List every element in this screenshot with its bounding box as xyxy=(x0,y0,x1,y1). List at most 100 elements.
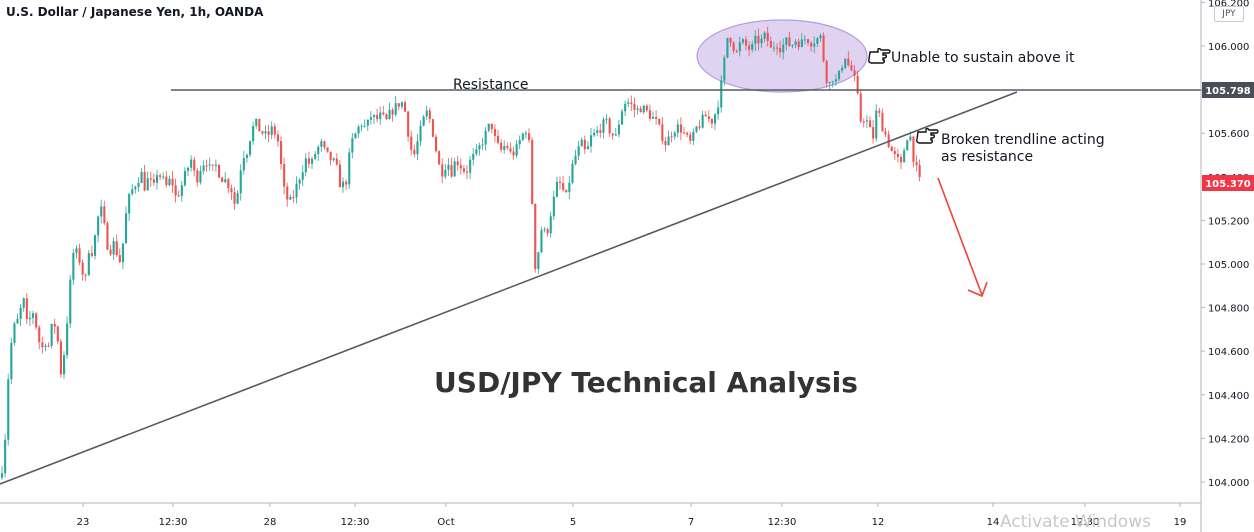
candle xyxy=(757,35,760,44)
candle xyxy=(397,103,400,107)
candle xyxy=(202,165,205,171)
candle xyxy=(35,313,38,328)
y-tick-label: 104.200 xyxy=(1208,434,1249,445)
candle xyxy=(332,158,335,161)
candle xyxy=(769,40,772,48)
candle xyxy=(534,203,537,270)
candle xyxy=(865,120,868,122)
candle xyxy=(301,172,304,180)
candle xyxy=(441,164,444,177)
candle xyxy=(593,132,596,136)
candle xyxy=(803,39,806,41)
candle xyxy=(611,133,614,136)
resistance-price-label: 105.798 xyxy=(1202,82,1254,98)
candle xyxy=(109,249,112,255)
candle xyxy=(555,181,558,197)
candle xyxy=(766,32,769,41)
currency-badge[interactable]: JPY xyxy=(1214,6,1244,22)
candle xyxy=(807,39,810,43)
candle xyxy=(624,103,627,112)
candle xyxy=(292,197,295,199)
candle xyxy=(484,130,487,145)
candle xyxy=(602,119,605,133)
last-price-label: 105.370 xyxy=(1202,175,1254,191)
candle xyxy=(444,169,447,177)
candle xyxy=(900,156,903,163)
y-tick-label: 104.800 xyxy=(1208,304,1249,315)
candle xyxy=(878,110,881,113)
time-axis[interactable]: 23 12:30 28 12:30 Oct 5 7 12:30 12 14 12:30 19 xyxy=(77,503,1187,528)
candle xyxy=(543,229,546,231)
candle xyxy=(10,342,13,380)
candle xyxy=(655,117,658,119)
candle xyxy=(667,136,670,146)
candle xyxy=(772,47,775,49)
candle xyxy=(475,149,478,154)
candle xyxy=(373,115,376,118)
candle xyxy=(515,144,518,156)
candle xyxy=(239,170,242,194)
candle xyxy=(335,158,338,165)
candle xyxy=(512,151,515,156)
mid-callout-line1: Broken trendline acting xyxy=(941,132,1105,148)
resistance-label: Resistance xyxy=(453,77,528,93)
candle xyxy=(738,42,741,52)
trendline[interactable] xyxy=(0,91,1018,485)
candle xyxy=(497,135,500,143)
candle xyxy=(304,158,307,173)
candle xyxy=(453,161,456,177)
candle xyxy=(140,172,143,183)
candle xyxy=(438,151,441,165)
candle xyxy=(915,162,918,166)
candle xyxy=(329,151,332,161)
candle xyxy=(884,131,887,135)
candle xyxy=(887,134,890,147)
candle xyxy=(822,35,825,62)
candle xyxy=(456,161,459,166)
candle xyxy=(909,136,912,141)
candle xyxy=(785,37,788,45)
candle xyxy=(264,131,267,134)
y-tick-label: 104.600 xyxy=(1208,347,1249,358)
candle xyxy=(180,185,183,196)
candle xyxy=(645,105,648,111)
top-callout-text: Unable to sustain above it xyxy=(891,50,1075,66)
candle xyxy=(28,317,31,320)
candle xyxy=(428,110,431,120)
chart-title: USD/JPY Technical Analysis xyxy=(434,366,858,399)
candle xyxy=(366,119,369,126)
candle xyxy=(881,112,884,132)
candle xyxy=(605,118,608,120)
price-axis[interactable]: 104.000 104.200 104.400 104.600 104.800 105.0… xyxy=(1201,0,1249,489)
candle xyxy=(385,114,388,120)
candle xyxy=(280,141,283,165)
candle xyxy=(695,126,698,132)
candle xyxy=(357,126,360,134)
candle xyxy=(258,118,261,132)
candle xyxy=(791,44,794,47)
candle xyxy=(295,183,298,198)
candle xyxy=(912,136,915,163)
candle xyxy=(320,141,323,147)
candle xyxy=(53,323,56,327)
candle xyxy=(16,318,19,324)
candle xyxy=(819,35,822,39)
candle xyxy=(714,114,717,124)
candle xyxy=(379,112,382,120)
candle xyxy=(686,132,689,135)
svg-text:105.798: 105.798 xyxy=(1205,86,1251,97)
candle xyxy=(338,164,341,188)
candle xyxy=(1,473,4,478)
candle xyxy=(413,149,416,155)
candle xyxy=(825,61,828,83)
candle xyxy=(745,39,748,46)
candle xyxy=(199,170,202,183)
candle xyxy=(583,139,586,150)
candle xyxy=(487,123,490,131)
candle xyxy=(918,165,921,178)
candle xyxy=(44,345,47,348)
candle xyxy=(149,178,152,180)
candle xyxy=(710,118,713,124)
candle xyxy=(841,67,844,71)
